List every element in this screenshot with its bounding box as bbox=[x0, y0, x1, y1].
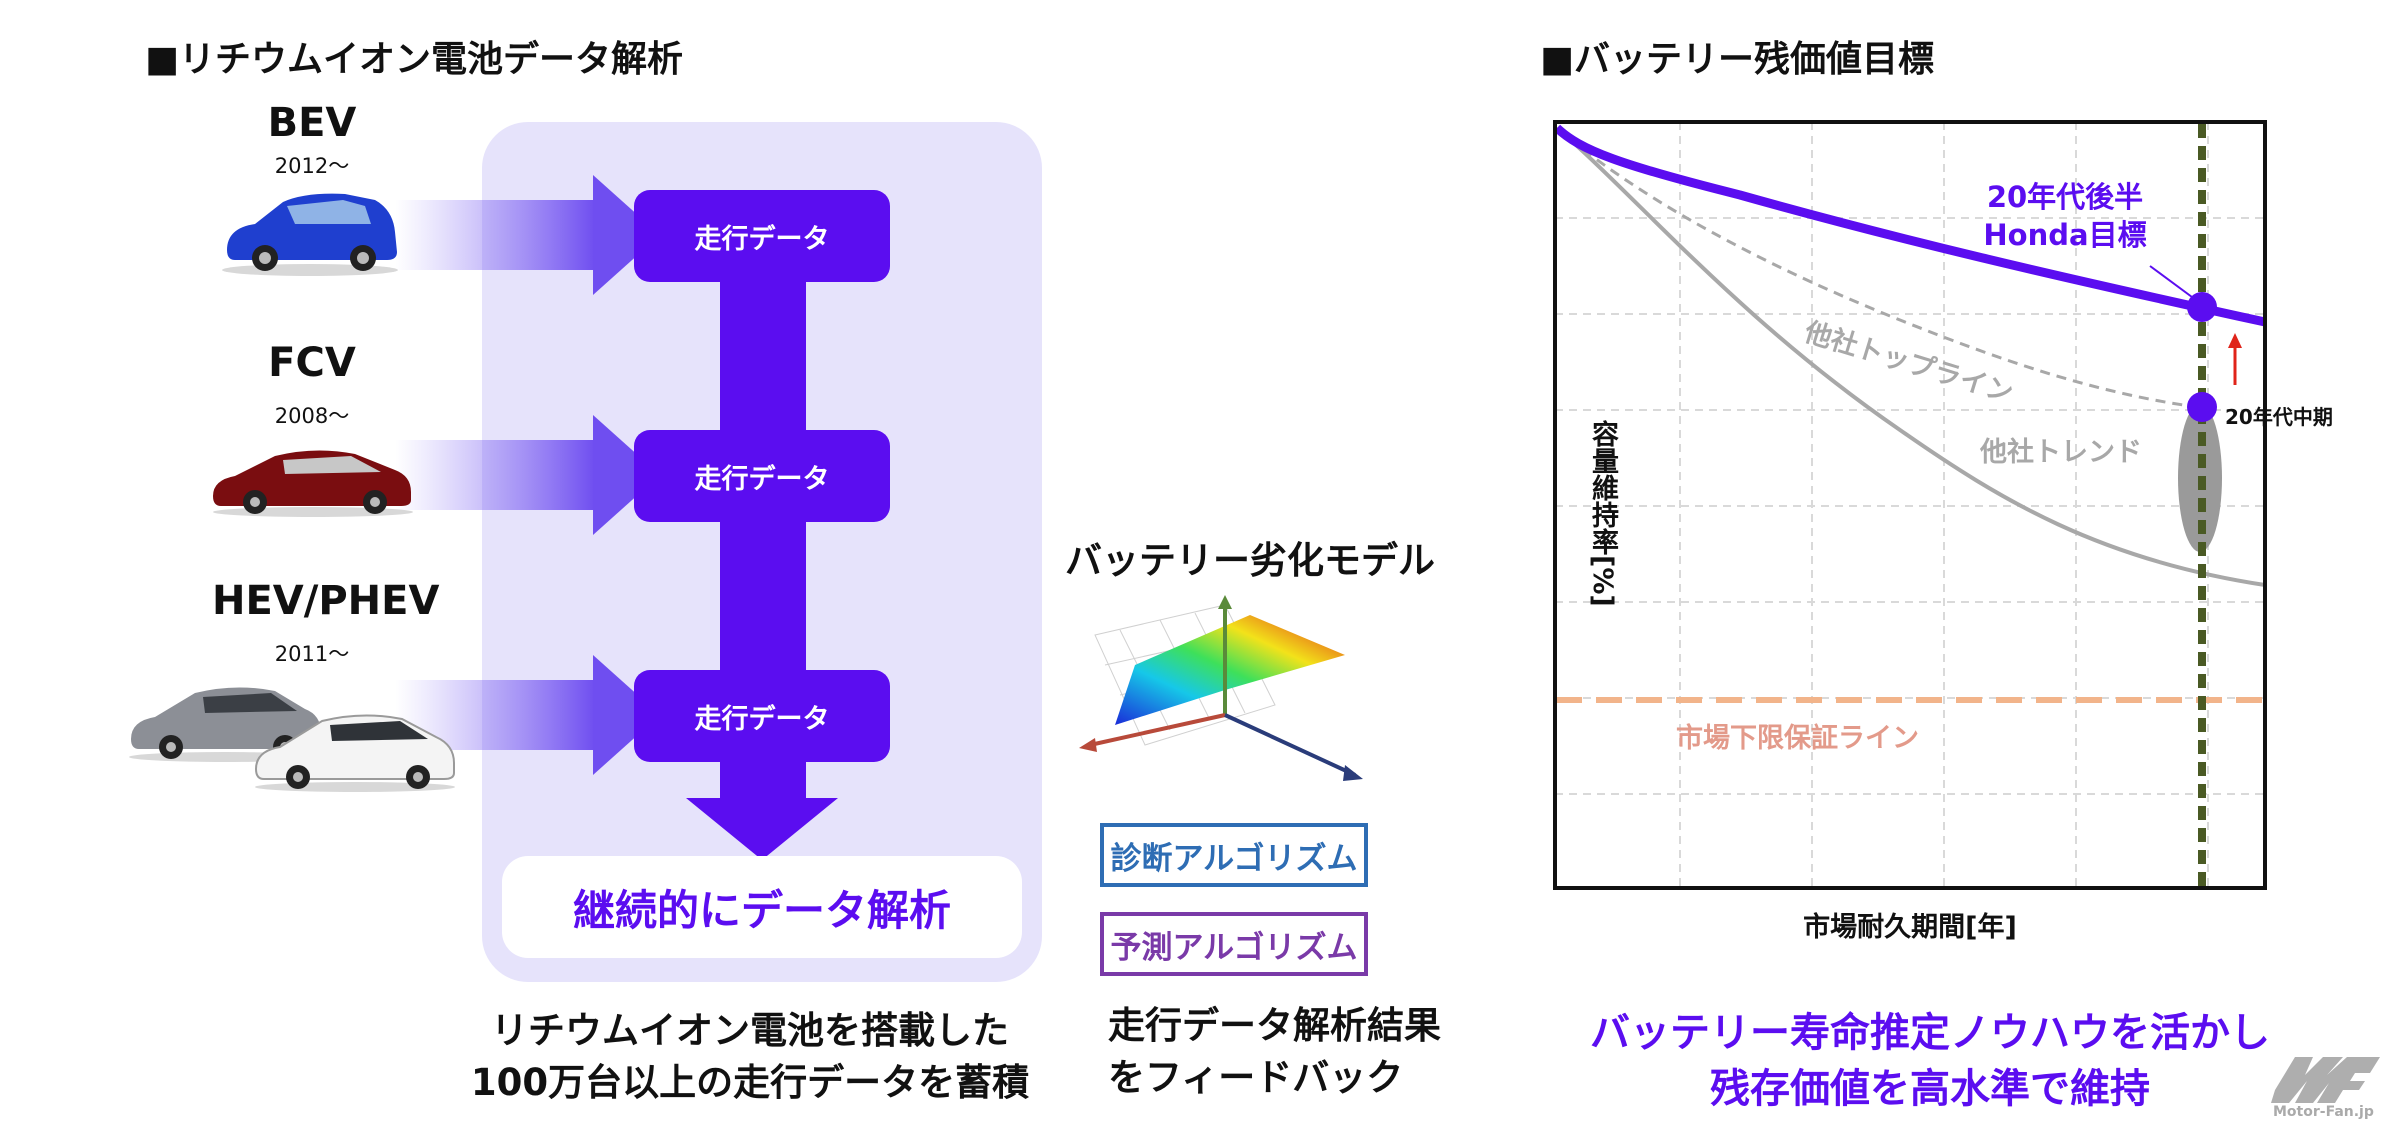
left-caption-line1: リチウムイオン電池を搭載した bbox=[491, 1009, 1009, 1052]
honda-label-leader bbox=[2149, 265, 2197, 301]
right-caption-line2: 残存価値を高水準で維持 bbox=[1710, 1066, 2150, 1112]
chart-grid bbox=[1555, 122, 2265, 888]
chart-frame bbox=[1553, 120, 2267, 890]
left-caption: リチウムイオン電池を搭載した 100万台以上の走行データを蓄積 bbox=[430, 1005, 1070, 1109]
chart-y-axis-label: 容量維持率[%] bbox=[1587, 420, 1618, 607]
chart-x-axis-label: 市場耐久期間[年] bbox=[1803, 912, 2017, 943]
vehicle-year-bev: 2012～ bbox=[274, 154, 350, 178]
honda-target-label-line2: Honda目標 bbox=[1983, 218, 2147, 252]
running-data-box-fcv: 走行データ bbox=[634, 430, 890, 522]
vehicle-name-fcv: FCV bbox=[268, 340, 356, 386]
vehicle-name-bev: BEV bbox=[267, 100, 357, 146]
degradation-model-title: バッテリー劣化モデル bbox=[1065, 539, 1435, 582]
warranty-floor-label: 市場下限保証ライン bbox=[1676, 723, 1919, 754]
x-axis bbox=[1089, 713, 1226, 747]
fcv-car-image bbox=[213, 450, 413, 517]
svg-text:Motor-Fan.jp: Motor-Fan.jp bbox=[2273, 1104, 2374, 1120]
arrow-bev bbox=[395, 175, 660, 295]
prediction-algorithm-box: 予測アルゴリズム bbox=[1100, 912, 1368, 976]
vehicle-name-hev: HEV/PHEV bbox=[212, 578, 440, 624]
left-caption-line2: 100万台以上の走行データを蓄積 bbox=[470, 1061, 1030, 1104]
vehicle-year-fcv: 2008～ bbox=[274, 404, 350, 428]
running-data-box-hev: 走行データ bbox=[634, 670, 890, 762]
competitor-topline bbox=[1556, 126, 2206, 410]
right-caption-line1: バッテリー寿命推定ノウハウを活かし bbox=[1590, 1010, 2270, 1056]
middle-caption-line2: をフィードバック bbox=[1108, 1056, 1404, 1099]
running-data-box-bev: 走行データ bbox=[634, 190, 890, 282]
left-section-title: ■リチウムイオン電池データ解析 bbox=[145, 39, 684, 80]
arrow-fcv bbox=[395, 415, 660, 535]
middle-caption-line1: 走行データ解析結果 bbox=[1108, 1004, 1441, 1047]
bev-car-image bbox=[222, 193, 398, 276]
continuous-analysis-box: 継続的にデータ解析 bbox=[502, 856, 1022, 958]
flow-arrow-head bbox=[686, 798, 838, 860]
diagnosis-algorithm-box: 診断アルゴリズム bbox=[1100, 823, 1368, 887]
honda-target-line bbox=[1553, 124, 2266, 327]
degradation-model-3d-plot bbox=[1079, 595, 1363, 781]
hev-car-image-2 bbox=[254, 714, 455, 792]
y-axis bbox=[1224, 713, 1356, 777]
honda-target-label: 20年代後半 Honda目標 bbox=[1975, 178, 2155, 254]
competitor-trend-line bbox=[1555, 126, 2266, 587]
honda-target-point bbox=[2187, 292, 2217, 322]
vehicle-year-hev: 2011～ bbox=[274, 642, 350, 666]
honda-target-label-line1: 20年代後半 bbox=[1986, 180, 2144, 214]
right-section-title: ■バッテリー残価値目標 bbox=[1540, 39, 1935, 80]
model-surface bbox=[1115, 615, 1345, 725]
competitor-trend-label: 他社トレンド bbox=[1980, 437, 2142, 468]
motor-fan-logo: Motor-Fan.jp bbox=[2271, 1057, 2380, 1120]
mid-2020s-point bbox=[2187, 392, 2217, 422]
middle-caption: 走行データ解析結果 をフィードバック bbox=[1108, 1000, 1441, 1104]
right-caption: バッテリー寿命推定ノウハウを活かし 残存価値を高水準で維持 bbox=[1500, 1005, 2360, 1117]
mid-2020s-label: 20年代中期 bbox=[2225, 405, 2333, 429]
